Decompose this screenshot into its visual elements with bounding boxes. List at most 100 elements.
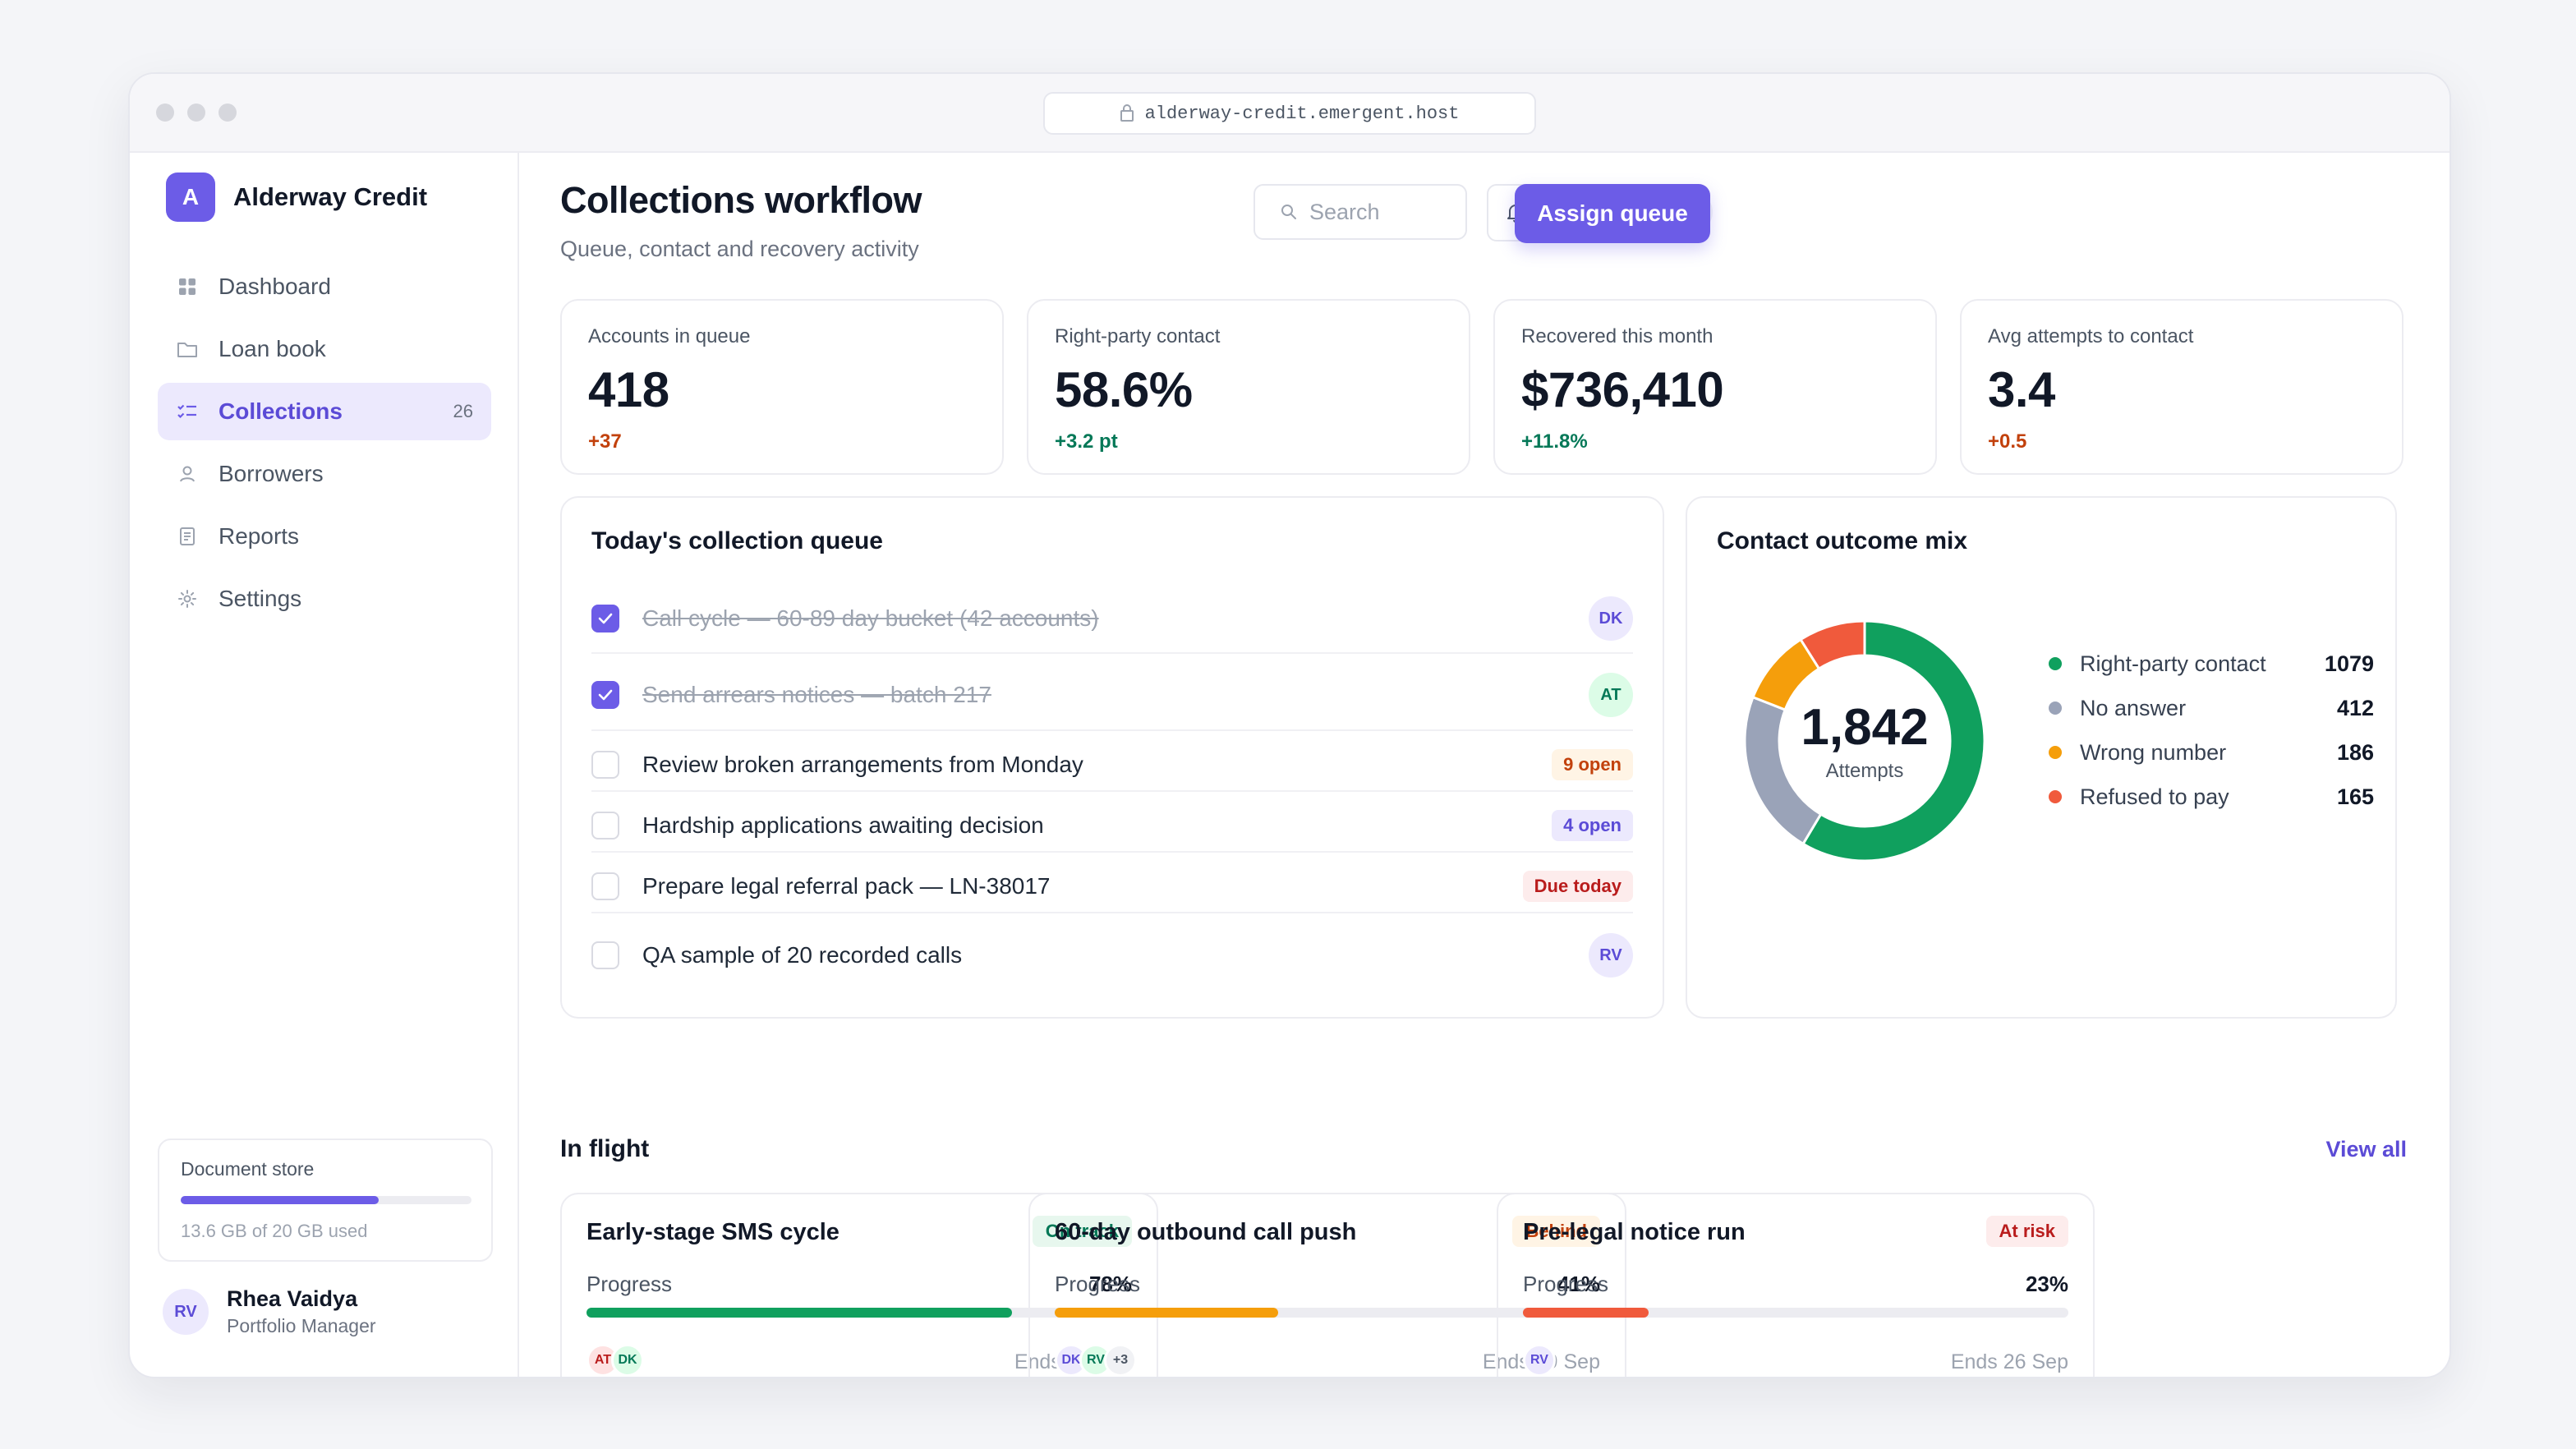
page-title: Collections workflow xyxy=(560,179,922,221)
list-item[interactable]: Call cycle — 60-89 day bucket (42 accoun… xyxy=(591,596,1633,641)
browser-titlebar: alderway-credit.emergent.host xyxy=(130,74,2450,153)
address-bar[interactable]: alderway-credit.emergent.host xyxy=(1043,92,1536,135)
status-badge: Due today xyxy=(1522,871,1633,902)
task-checkbox[interactable] xyxy=(591,941,619,969)
divider xyxy=(591,652,1633,654)
donut-slice-refused-to-pay xyxy=(1799,619,1866,671)
legend-value: 412 xyxy=(2336,695,2374,720)
legend-value: 186 xyxy=(2336,739,2374,765)
grid-icon xyxy=(176,275,199,298)
sidebar-item-label: Reports xyxy=(218,523,300,549)
legend-label: Wrong number xyxy=(2080,739,2227,765)
brand-name: Alderway Credit xyxy=(233,182,428,211)
queue-title: Today's collection queue xyxy=(591,527,883,554)
storage-progress-fill xyxy=(181,1196,379,1204)
kpi-card: Accounts in queue 418 +37 xyxy=(560,299,1004,475)
legend-value: 165 xyxy=(2336,784,2374,809)
list-item[interactable]: Prepare legal referral pack — LN-38017 D… xyxy=(591,866,1633,907)
list-item[interactable]: Review broken arrangements from Monday 9… xyxy=(591,744,1633,785)
task-text: Prepare legal referral pack — LN-38017 xyxy=(642,873,1051,899)
task-checkbox[interactable] xyxy=(591,872,619,900)
sidebar-item-reports[interactable]: Reports xyxy=(158,508,491,565)
kpi-delta: +11.8% xyxy=(1521,430,1588,453)
progress-bar xyxy=(586,1308,1132,1318)
collections-count-badge: 26 xyxy=(453,401,473,421)
sidebar-item-settings[interactable]: Settings xyxy=(158,570,491,628)
brand[interactable]: A Alderway Credit xyxy=(166,172,427,222)
gear-icon xyxy=(176,587,199,610)
brand-logo: A xyxy=(166,172,215,222)
window-minimize-dot[interactable] xyxy=(187,104,205,122)
sidebar-item-label: Collections xyxy=(218,398,343,424)
status-badge: 4 open xyxy=(1552,810,1633,841)
avatar: RV xyxy=(1079,1344,1112,1377)
kpi-value: 58.6% xyxy=(1055,362,1193,417)
donut-total-label: Attempts xyxy=(1826,760,1904,782)
avatar: RV xyxy=(163,1289,209,1335)
task-text: Send arrears notices — batch 217 xyxy=(642,682,991,707)
avatar: AT xyxy=(1589,673,1633,717)
sidebar-item-dashboard[interactable]: Dashboard xyxy=(158,258,491,315)
task-text: QA sample of 20 recorded calls xyxy=(642,942,963,968)
progress-fill xyxy=(1055,1308,1279,1318)
donut-total: 1,842 xyxy=(1801,699,1928,756)
task-checkbox[interactable] xyxy=(591,681,619,709)
kpi-delta: +0.5 xyxy=(1988,430,2027,453)
outcome-title: Contact outcome mix xyxy=(1717,527,1968,554)
view-all-link[interactable]: View all xyxy=(2325,1137,2407,1162)
avatar: RV xyxy=(1523,1344,1556,1377)
progress-value: 23% xyxy=(2025,1272,2068,1296)
user-name: Rhea Vaidya xyxy=(227,1286,358,1311)
document-icon xyxy=(176,525,199,548)
status-badge: Behind xyxy=(1512,1216,1600,1247)
window-maximize-dot[interactable] xyxy=(218,104,237,122)
lock-icon xyxy=(1120,104,1134,122)
assign-queue-button[interactable]: Assign queue xyxy=(1515,184,1710,243)
task-checkbox[interactable] xyxy=(591,605,619,632)
in-flight-title: In flight xyxy=(560,1135,650,1162)
progress-bar xyxy=(1055,1308,1600,1318)
avatar: AT xyxy=(586,1344,619,1377)
search-input[interactable]: Search xyxy=(1254,184,1467,240)
flight-title: 60-day outbound call push xyxy=(1055,1219,1357,1245)
list-item[interactable]: Send arrears notices — batch 217 AT xyxy=(591,673,1633,717)
search-icon xyxy=(1281,205,1296,219)
contact-outcome-card: Contact outcome mix 1,842 Attempts Right… xyxy=(1686,496,2397,1019)
in-flight-card[interactable]: 60-day outbound call push Behind Progres… xyxy=(1028,1193,1626,1377)
list-item[interactable]: Hardship applications awaiting decision … xyxy=(591,805,1633,846)
progress-value: 78% xyxy=(1088,1272,1132,1296)
kpi-value: 3.4 xyxy=(1988,362,2055,417)
legend-label: No answer xyxy=(2080,695,2187,720)
task-text: Review broken arrangements from Monday xyxy=(642,752,1083,777)
user-profile[interactable]: RV Rhea Vaidya Portfolio Manager xyxy=(163,1286,376,1337)
kpi-delta: +3.2 pt xyxy=(1055,430,1118,453)
progress-label: Progress xyxy=(1523,1272,1609,1296)
divider xyxy=(591,851,1633,853)
kpi-value: $736,410 xyxy=(1521,362,1724,417)
avatar: DK xyxy=(1589,596,1633,641)
sidebar-item-loan-book[interactable]: Loan book xyxy=(158,320,491,378)
task-checkbox[interactable] xyxy=(591,812,619,840)
in-flight-card[interactable]: Early-stage SMS cycle On track Progress … xyxy=(560,1193,1158,1377)
storage-progress-bar xyxy=(181,1196,472,1204)
window-close-dot[interactable] xyxy=(156,104,174,122)
task-text: Call cycle — 60-89 day bucket (42 accoun… xyxy=(642,605,1099,631)
sidebar-item-borrowers[interactable]: Borrowers xyxy=(158,445,491,503)
sidebar-item-label: Settings xyxy=(218,586,302,611)
legend-swatch xyxy=(2049,657,2062,670)
progress-value: 41% xyxy=(1557,1272,1600,1296)
in-flight-card[interactable]: Pre-legal notice run At risk Progress 23… xyxy=(1497,1193,2095,1377)
kpi-label: Right-party contact xyxy=(1055,325,1221,347)
kpi-value: 418 xyxy=(588,362,669,417)
sidebar-item-collections[interactable]: Collections 26 xyxy=(158,383,491,440)
avatar-overflow: +3 xyxy=(1104,1344,1137,1377)
divider xyxy=(591,729,1633,731)
task-checkbox[interactable] xyxy=(591,751,619,779)
legend-label: Refused to pay xyxy=(2080,784,2229,809)
list-item[interactable]: QA sample of 20 recorded calls RV xyxy=(591,933,1633,978)
kpi-card: Recovered this month $736,410 +11.8% xyxy=(1493,299,1937,475)
avatar: RV xyxy=(1589,933,1633,978)
browser-window: alderway-credit.emergent.host A Alderway… xyxy=(128,72,2451,1378)
progress-label: Progress xyxy=(1055,1272,1141,1296)
document-store-card: Document store 13.6 GB of 20 GB used xyxy=(158,1138,493,1262)
